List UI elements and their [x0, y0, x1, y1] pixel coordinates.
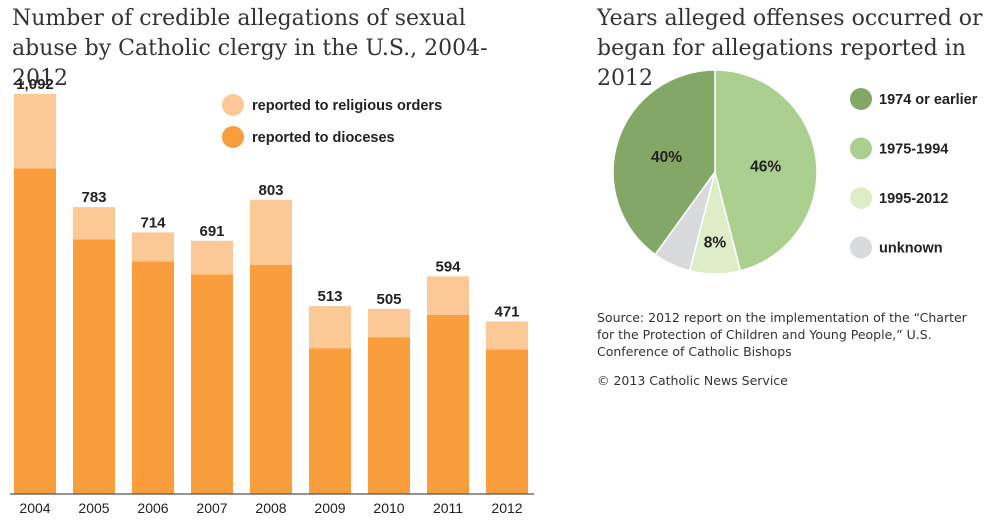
- x-tick-label-2007: 2007: [196, 500, 227, 516]
- pie-legend-label-1975-1994: 1975-1994: [879, 142, 948, 158]
- bar-reported-to-dioceses-2005: [73, 239, 115, 494]
- legend-swatch-reported-to-religious-orders: [222, 94, 244, 116]
- bar-chart: 1,092 2004 783 2005 714 2006 691 2007 803 2008 513…: [10, 76, 534, 516]
- bar-reported-to-dioceses-2011: [427, 314, 469, 494]
- pie-label-1995-2012: 8%: [704, 234, 727, 251]
- bar-reported-to-religious-orders-2005: [73, 207, 115, 240]
- bar-reported-to-dioceses-2007: [191, 274, 233, 494]
- x-tick-label-2012: 2012: [491, 500, 522, 516]
- bar-reported-to-dioceses-2010: [368, 337, 410, 494]
- source-note: Source: 2012 report on the implementatio…: [597, 310, 967, 359]
- bar-reported-to-dioceses-2012: [486, 349, 528, 494]
- pie-label-1974-or-earlier: 40%: [651, 149, 682, 166]
- bar-reported-to-religious-orders-2012: [486, 321, 528, 350]
- x-tick-label-2006: 2006: [137, 500, 168, 516]
- legend-swatch-reported-to-dioceses: [222, 126, 244, 148]
- pie-legend-swatch-1995-2012: [850, 187, 872, 209]
- pie-slice-1975-1994: [714, 69, 818, 272]
- x-tick-label-2011: 2011: [433, 500, 463, 516]
- x-tick-label-2008: 2008: [255, 500, 286, 516]
- bar-reported-to-dioceses-2009: [309, 348, 351, 494]
- copyright-note: © 2013 Catholic News Service: [597, 373, 788, 388]
- bar-reported-to-dioceses-2004: [14, 168, 56, 494]
- x-tick-label-2005: 2005: [78, 500, 109, 516]
- bar-chart-legend: reported to religious orders reported to …: [222, 94, 442, 148]
- bar-total-label-2012: 471: [494, 303, 519, 320]
- bar-reported-to-dioceses-2006: [132, 261, 174, 494]
- pie-legend-label-1995-2012: 1995-2012: [879, 191, 948, 207]
- bar-reported-to-religious-orders-2011: [427, 276, 469, 315]
- pie-chart: 46% 8% 40%: [612, 69, 818, 275]
- bar-total-label-2009: 513: [317, 288, 342, 305]
- pie-legend-swatch-1974-or-earlier: [850, 88, 872, 110]
- pie-label-1975-1994: 46%: [750, 159, 781, 176]
- bar-reported-to-religious-orders-2007: [191, 240, 233, 275]
- bar-total-label-2011: 594: [435, 258, 461, 275]
- bar-total-label-2006: 714: [140, 214, 166, 231]
- bar-reported-to-dioceses-2008: [250, 265, 292, 494]
- bar-total-label-2007: 691: [199, 223, 224, 240]
- legend-label-reported-to-dioceses: reported to dioceses: [252, 130, 395, 146]
- pie-legend-swatch-unknown: [850, 236, 872, 259]
- pie-chart-title: Years alleged offenses occurred or began…: [597, 6, 983, 91]
- legend-label-reported-to-religious-orders: reported to religious orders: [252, 98, 442, 114]
- bar-total-label-2008: 803: [258, 182, 283, 199]
- bar-total-label-2010: 505: [376, 291, 401, 308]
- pie-legend-label-1974-or-earlier: 1974 or earlier: [879, 92, 978, 108]
- bar-reported-to-religious-orders-2010: [368, 308, 410, 338]
- x-tick-label-2010: 2010: [373, 500, 404, 516]
- bar-chart-title: Number of credible allegations of sexual…: [12, 6, 488, 91]
- x-tick-label-2009: 2009: [314, 500, 345, 516]
- bar-reported-to-religious-orders-2009: [309, 306, 351, 349]
- pie-legend-swatch-1975-1994: [850, 137, 872, 160]
- bar-reported-to-religious-orders-2008: [250, 199, 292, 266]
- bar-total-label-2005: 783: [81, 189, 106, 206]
- x-tick-label-2004: 2004: [19, 500, 50, 516]
- pie-legend-label-unknown: unknown: [879, 241, 943, 257]
- bar-reported-to-religious-orders-2004: [14, 93, 56, 169]
- bar-total-label-2004: 1,092: [16, 76, 54, 93]
- pie-slice-1974-or-earlier: [612, 69, 716, 256]
- bar-reported-to-religious-orders-2006: [132, 232, 174, 262]
- pie-chart-legend: 1974 or earlier 1975-1994 1995-2012 unknown: [850, 88, 978, 259]
